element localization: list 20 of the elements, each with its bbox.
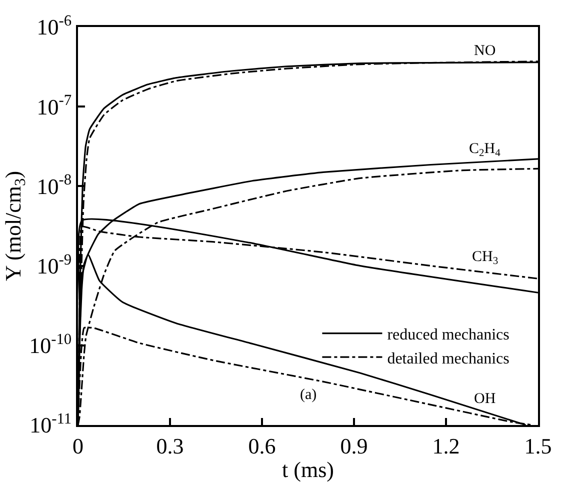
annotation: CH$_{3}$ bbox=[472, 249, 498, 268]
x-axis-title: t (ms) bbox=[282, 456, 334, 482]
x-tick-label: 0 bbox=[72, 433, 84, 458]
annotation: (a) bbox=[300, 387, 317, 403]
y-tick-label: 10$^{-8}$ bbox=[36, 172, 72, 199]
annotation: OH bbox=[474, 391, 496, 407]
y-tick-label: 10$^{-7}$ bbox=[36, 92, 72, 120]
annotation: C$_{2}$H$_{4}$ bbox=[469, 141, 502, 160]
x-tick-label: 0.6 bbox=[248, 433, 276, 458]
x-tick-label: 1.5 bbox=[524, 433, 552, 458]
y-tick-label: 10$^{-6}$ bbox=[36, 12, 72, 40]
x-tick-label: 1.2 bbox=[432, 433, 460, 458]
y-tick-label: 10$^{-9}$ bbox=[36, 251, 72, 278]
annotation: NO bbox=[474, 43, 496, 59]
y-tick-label: 10$^{-10}$ bbox=[29, 330, 72, 358]
x-tick-label: 0.9 bbox=[340, 433, 368, 458]
legend-label: detailed mechanics bbox=[387, 350, 510, 368]
legend-label: reduced mechanics bbox=[387, 326, 510, 344]
y-tick-label: 10$^{-11}$ bbox=[30, 410, 72, 438]
x-tick-label: 0.3 bbox=[156, 433, 184, 458]
